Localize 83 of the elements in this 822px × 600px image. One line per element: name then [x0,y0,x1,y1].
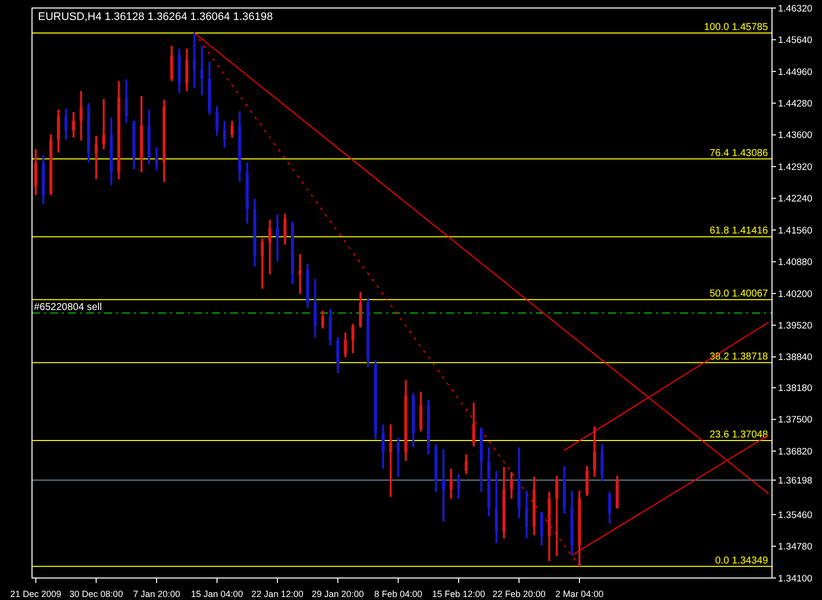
y-tick-label: 1.39520 [778,320,812,332]
y-tick-label: 1.40880 [778,257,812,268]
y-tick-label: 1.44960 [778,66,812,78]
candlestick [389,424,392,498]
candlestick [396,436,400,478]
x-tick-label: 15 Feb 12:00 [432,589,486,599]
candlestick [358,291,362,329]
candlestick [298,253,302,295]
candlestick [64,108,68,141]
candlestick [223,120,226,148]
candlestick [321,310,324,330]
y-tick-label: 1.45640 [778,35,812,46]
candlestick [344,332,347,358]
x-tick-label: 22 Jan 12:00 [251,589,304,599]
candlestick [34,148,38,196]
candlestick [494,470,498,544]
y-tick-label: 1.37500 [778,414,812,426]
y-tick-label: 1.41560 [778,225,812,236]
y-tick-label: 1.35460 [778,510,812,521]
candlestick [450,468,453,500]
candlestick [102,98,106,150]
candlestick [185,48,188,92]
x-tick-label: 15 Jan 04:00 [190,589,244,599]
candlestick [382,424,385,470]
candlestick [72,111,76,139]
y-tick-label: 1.43600 [778,130,812,142]
x-tick-label: 29 Jan 20:00 [312,589,364,599]
candlestick [555,474,558,558]
candlestick [328,308,332,346]
ref-line-label: 100.0 1.45785 [704,22,768,33]
candlestick [457,472,460,500]
y-tick-label: 1.44280 [778,98,812,110]
ref-line-label: 23.6 1.37048 [710,429,768,440]
candlestick [314,278,317,338]
x-tick-label: 22 Feb 20:00 [492,589,546,599]
candlestick [600,443,604,482]
candlestick [216,104,218,137]
candlestick [200,44,204,96]
x-tick-label: 30 Dec 08:00 [69,589,123,599]
candlestick [351,322,354,354]
ref-line-label: 50.0 1.40067 [710,288,768,300]
y-tick-label: 1.42920 [778,162,812,173]
candlestick [510,471,513,500]
candlestick [260,237,264,290]
candlestick [170,44,174,82]
candlestick [192,32,196,90]
candlestick [525,490,528,540]
candlestick [276,214,279,262]
x-tick-label: 8 Feb 04:00 [374,589,422,599]
candlestick [464,453,468,475]
ref-line-label: #65220804 sell [34,302,102,314]
y-tick-label: 1.40200 [778,288,812,300]
candlestick [155,146,158,172]
candlestick [268,218,272,276]
candlestick [586,465,588,497]
candlestick [230,120,234,139]
y-tick-label: 1.36820 [778,446,812,458]
y-tick-label: 1.38840 [778,352,812,364]
candlestick [80,90,83,142]
candlestick [540,510,544,546]
candlestick [442,448,446,523]
chart-title: EURUSD,H4 1.36128 1.36264 1.36064 1.36198 [38,11,273,23]
candlestick [472,402,476,448]
candlestick [124,78,128,124]
ref-line-label: 76.4 1.43086 [710,148,768,159]
candlestick [593,425,596,478]
x-tick-label: 7 Jan 20:00 [133,589,180,599]
candlestick [94,134,98,180]
x-tick-label: 21 Dec 2009 [10,589,62,599]
ref-line-label: 61.8 1.41416 [710,226,768,237]
ref-line-label: 0.0 1.34349 [715,555,768,566]
y-tick-label: 1.46320 [778,3,812,14]
y-tick-label: 1.34100 [778,573,812,584]
candlestick [56,108,60,154]
x-tick-label: 2 Mar 04:00 [555,589,604,599]
y-tick-label: 1.42240 [778,194,812,205]
y-tick-label: 1.38180 [778,383,812,394]
candlestick [608,490,612,524]
y-tick-label: 1.34780 [778,542,812,553]
candlestick [336,336,340,374]
y-tick-label: 1.36198 [778,475,812,486]
candlestick [283,212,286,246]
candlestick [419,390,422,433]
